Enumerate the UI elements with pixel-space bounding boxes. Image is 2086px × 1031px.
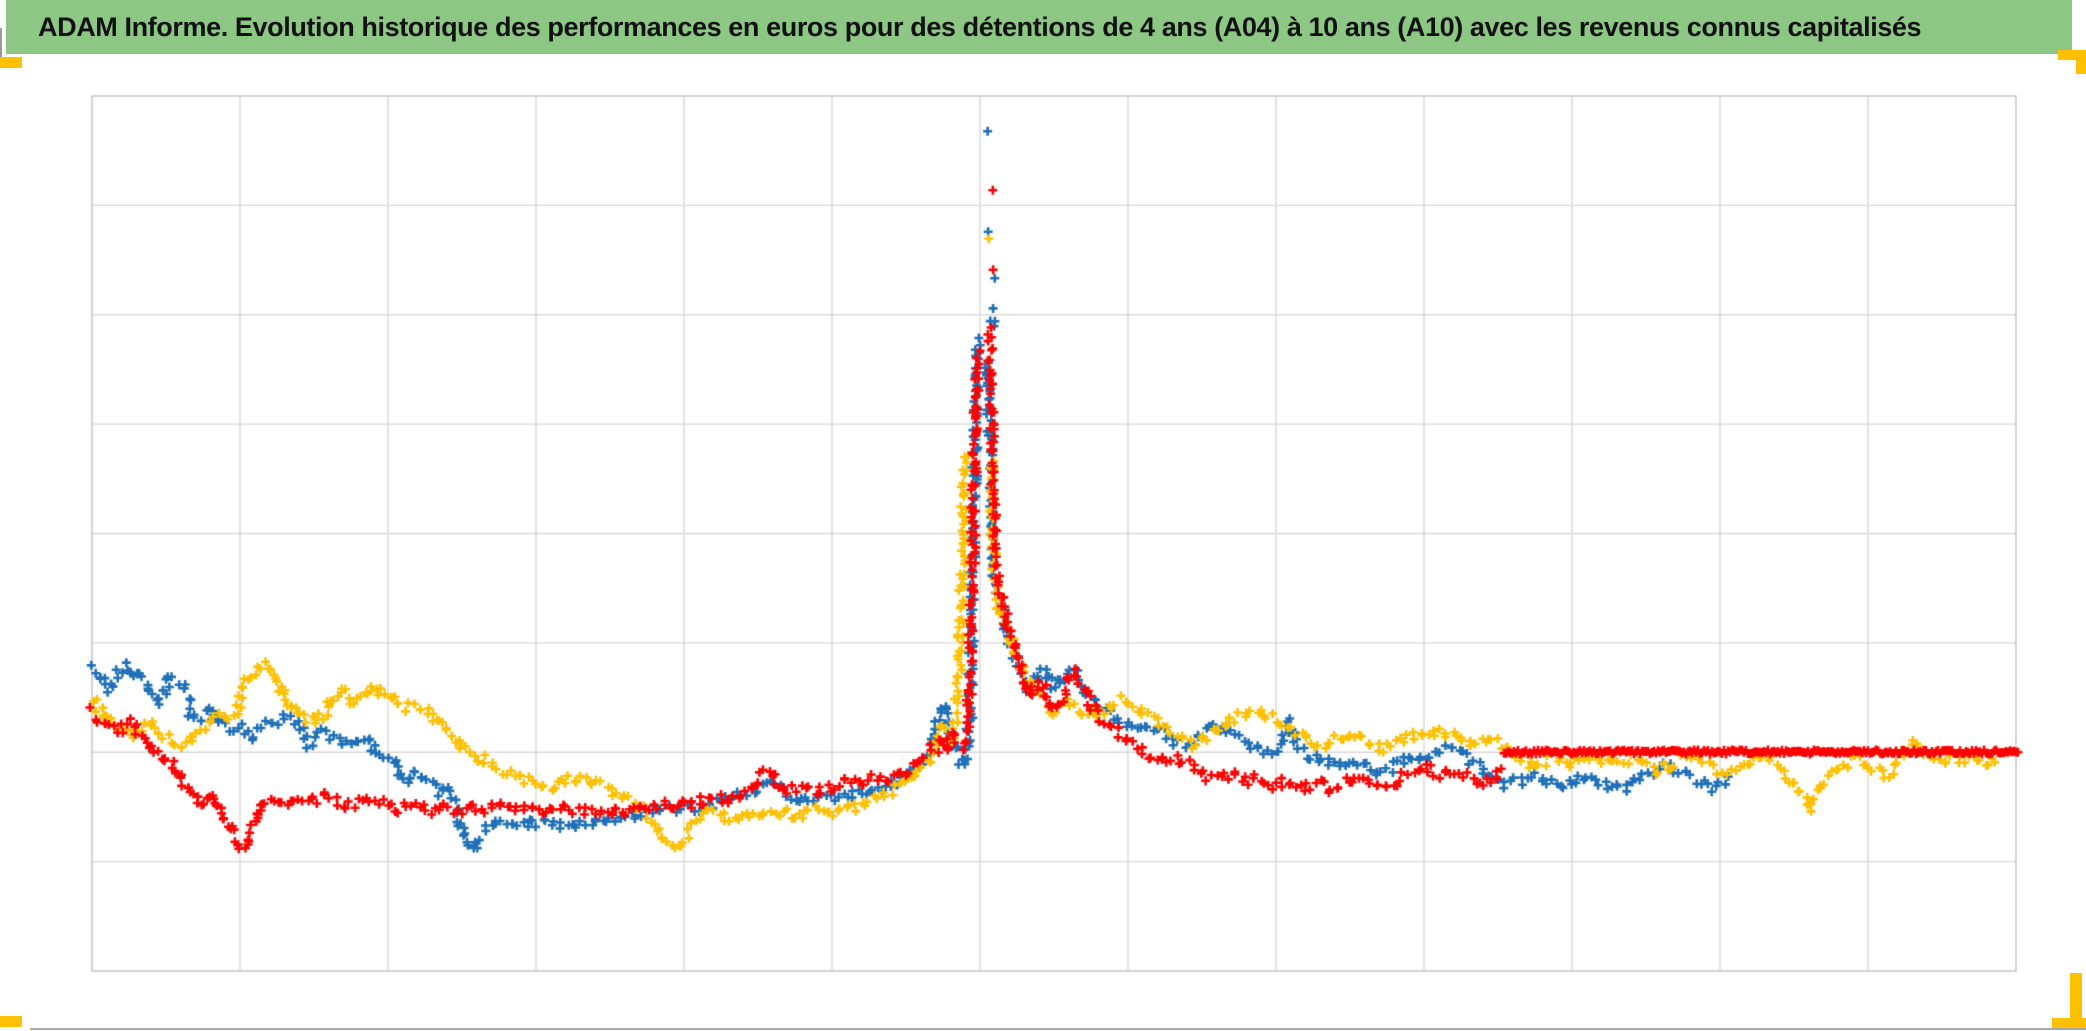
bottom-edge-line [30,1028,2086,1030]
corner-accent-bottom-right-v [2070,973,2082,1023]
corner-accent-bottom-left [0,1016,22,1027]
corner-accent-bottom-right-h [2052,1018,2086,1029]
corner-accent-top-left [0,57,22,68]
title-bar: ADAM Informe. Evolution historique des p… [6,0,2072,54]
window-edge-line [0,28,2,62]
corner-accent-top-right-v [2076,50,2086,74]
corner-accent-top-right-h [2058,50,2086,60]
page-title: ADAM Informe. Evolution historique des p… [38,11,1922,42]
